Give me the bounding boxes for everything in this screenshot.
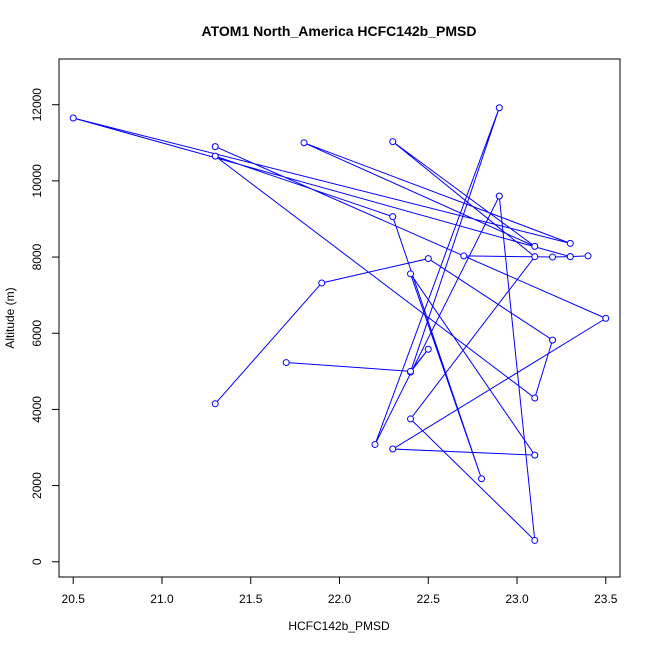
y-tick-label: 6000 [30, 320, 44, 347]
x-tick-label: 21.5 [239, 592, 263, 606]
x-tick-label: 20.5 [62, 592, 86, 606]
y-axis: 0 2000 4000 6000 8000 10000 12000 [30, 88, 60, 565]
data-point [211, 400, 219, 408]
data-point [531, 451, 539, 459]
data-point [424, 255, 432, 263]
data-point [602, 314, 610, 322]
data-point [300, 139, 308, 147]
data-point [531, 536, 539, 544]
y-tick-label: 10000 [30, 164, 44, 198]
data-point [69, 114, 77, 122]
data-point [531, 253, 539, 261]
x-tick-label: 23.5 [594, 592, 618, 606]
data-point [389, 445, 397, 453]
data-point [531, 394, 539, 402]
x-tick-label: 23.0 [505, 592, 529, 606]
data-point [407, 270, 415, 278]
x-tick-label: 22.0 [328, 592, 352, 606]
data-point [478, 475, 486, 483]
y-axis-label: Altitude (m) [3, 287, 17, 348]
data-point [389, 213, 397, 221]
data-series [69, 104, 610, 544]
data-point [495, 192, 503, 200]
data-point [371, 440, 379, 448]
series-line [73, 107, 607, 542]
data-point [531, 242, 539, 250]
y-tick-label: 8000 [30, 243, 44, 270]
y-tick-label: 12000 [30, 88, 44, 122]
data-point [389, 138, 397, 146]
y-tick-label: 4000 [30, 396, 44, 423]
data-point [549, 336, 557, 344]
data-point [282, 359, 290, 367]
data-point [211, 143, 219, 151]
data-point [584, 252, 592, 260]
data-point [566, 239, 574, 247]
data-point [211, 152, 219, 160]
data-point [460, 252, 468, 260]
data-point [424, 345, 432, 353]
data-point [495, 104, 503, 112]
x-axis: 20.5 21.0 21.5 22.0 22.5 23.0 23.5 [62, 576, 618, 606]
data-point [407, 367, 415, 375]
data-point [549, 253, 557, 261]
x-axis-label: HCFC142b_PMSD [288, 619, 390, 633]
y-tick-label: 0 [30, 558, 44, 565]
data-point [407, 415, 415, 423]
y-tick-label: 2000 [30, 472, 44, 499]
chart-title: ATOM1 North_America HCFC142b_PMSD [202, 23, 477, 39]
x-tick-label: 22.5 [417, 592, 441, 606]
data-point [566, 253, 574, 261]
plot-area-frame [58, 58, 621, 578]
data-point [318, 279, 326, 287]
x-tick-label: 21.0 [150, 592, 174, 606]
